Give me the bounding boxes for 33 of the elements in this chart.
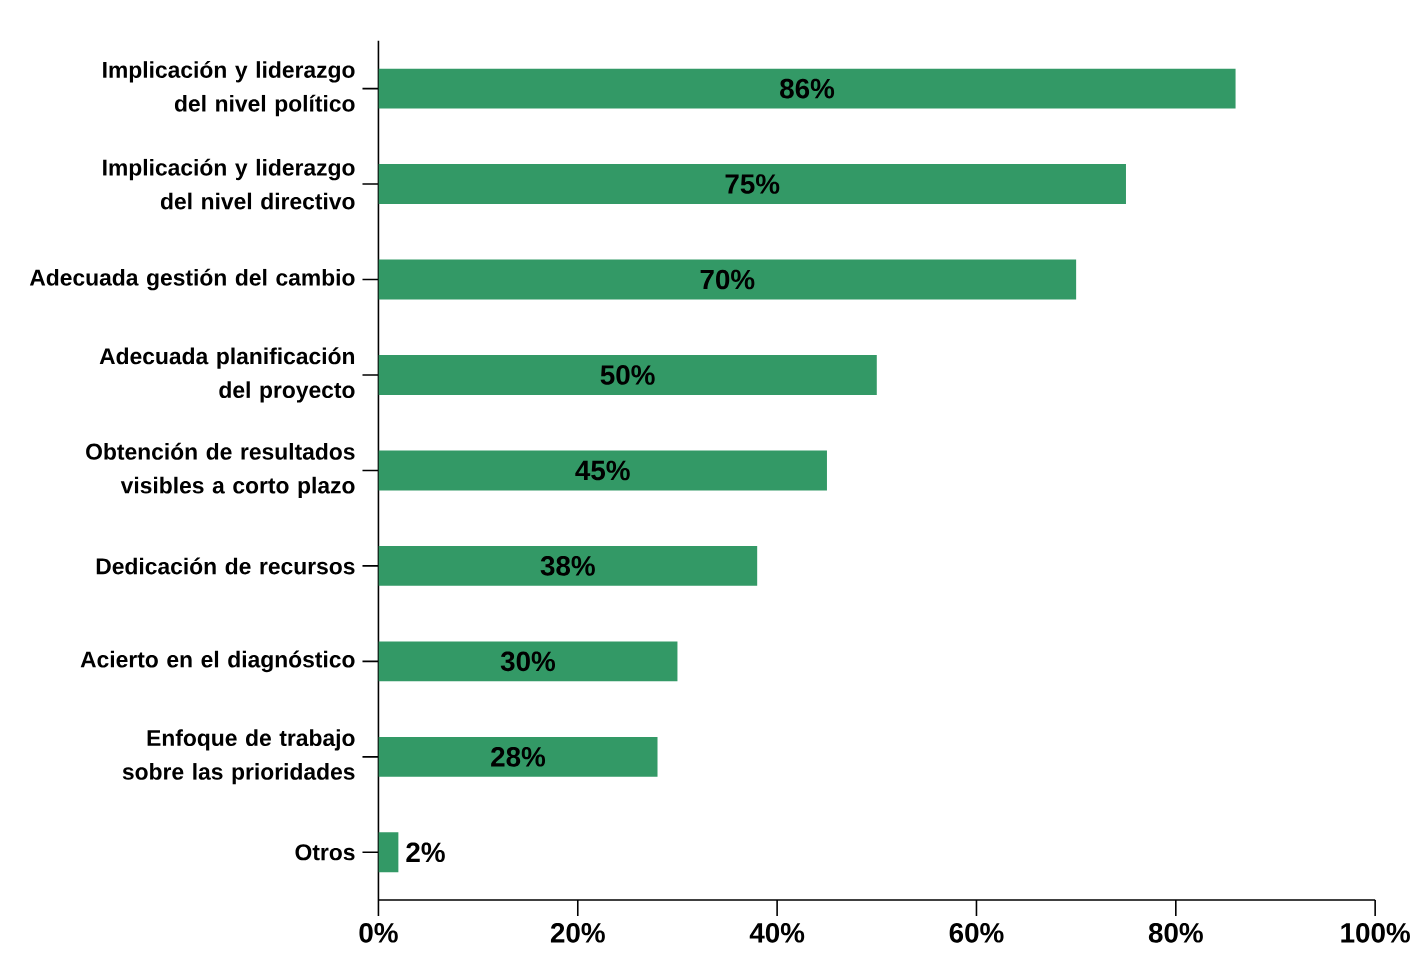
y-tick-label: Implicación y liderazgo del nivel político bbox=[103, 61, 355, 117]
y-tick-label: Implicación y liderazgo del nivel directivo bbox=[103, 158, 355, 210]
x-tick-label: 80% bbox=[1148, 923, 1203, 943]
bar bbox=[378, 736, 658, 777]
y-tick-label: Acierto en el diagnóstico bbox=[80, 650, 355, 673]
data-label: 50% bbox=[600, 365, 655, 385]
bar bbox=[378, 641, 678, 682]
y-tick-label: Obtención de resultados visibles a corto plazo bbox=[86, 442, 355, 499]
x-tick-label: 60% bbox=[949, 923, 1004, 943]
bar bbox=[378, 546, 758, 586]
bar bbox=[378, 164, 1126, 205]
data-label: 45% bbox=[575, 460, 630, 481]
data-label: 70% bbox=[700, 269, 755, 290]
x-tick-label: 0% bbox=[359, 923, 398, 943]
data-label: 38% bbox=[540, 556, 595, 576]
data-label: 86% bbox=[780, 78, 835, 99]
bar bbox=[378, 832, 399, 873]
y-tick-label: Adecuada gestión del cambio bbox=[29, 268, 355, 291]
data-label: 28% bbox=[491, 747, 546, 767]
bar bbox=[378, 355, 877, 396]
x-tick-label: 40% bbox=[749, 923, 805, 943]
y-tick-label: Adecuada planificación del proyecto bbox=[99, 347, 355, 403]
data-label: 30% bbox=[500, 651, 556, 672]
bar bbox=[378, 68, 1236, 109]
x-tick-label: 20% bbox=[550, 923, 605, 943]
data-label: 2% bbox=[406, 842, 445, 863]
bar bbox=[378, 450, 827, 491]
bar bbox=[378, 259, 1077, 300]
y-tick-label: Otros bbox=[295, 844, 355, 861]
x-tick-label: 100% bbox=[1341, 923, 1410, 943]
y-tick-label: Enfoque de trabajo sobre las prioridades bbox=[122, 729, 355, 785]
data-label: 75% bbox=[725, 174, 780, 194]
y-tick-label: Dedicación de recursos bbox=[96, 557, 355, 575]
